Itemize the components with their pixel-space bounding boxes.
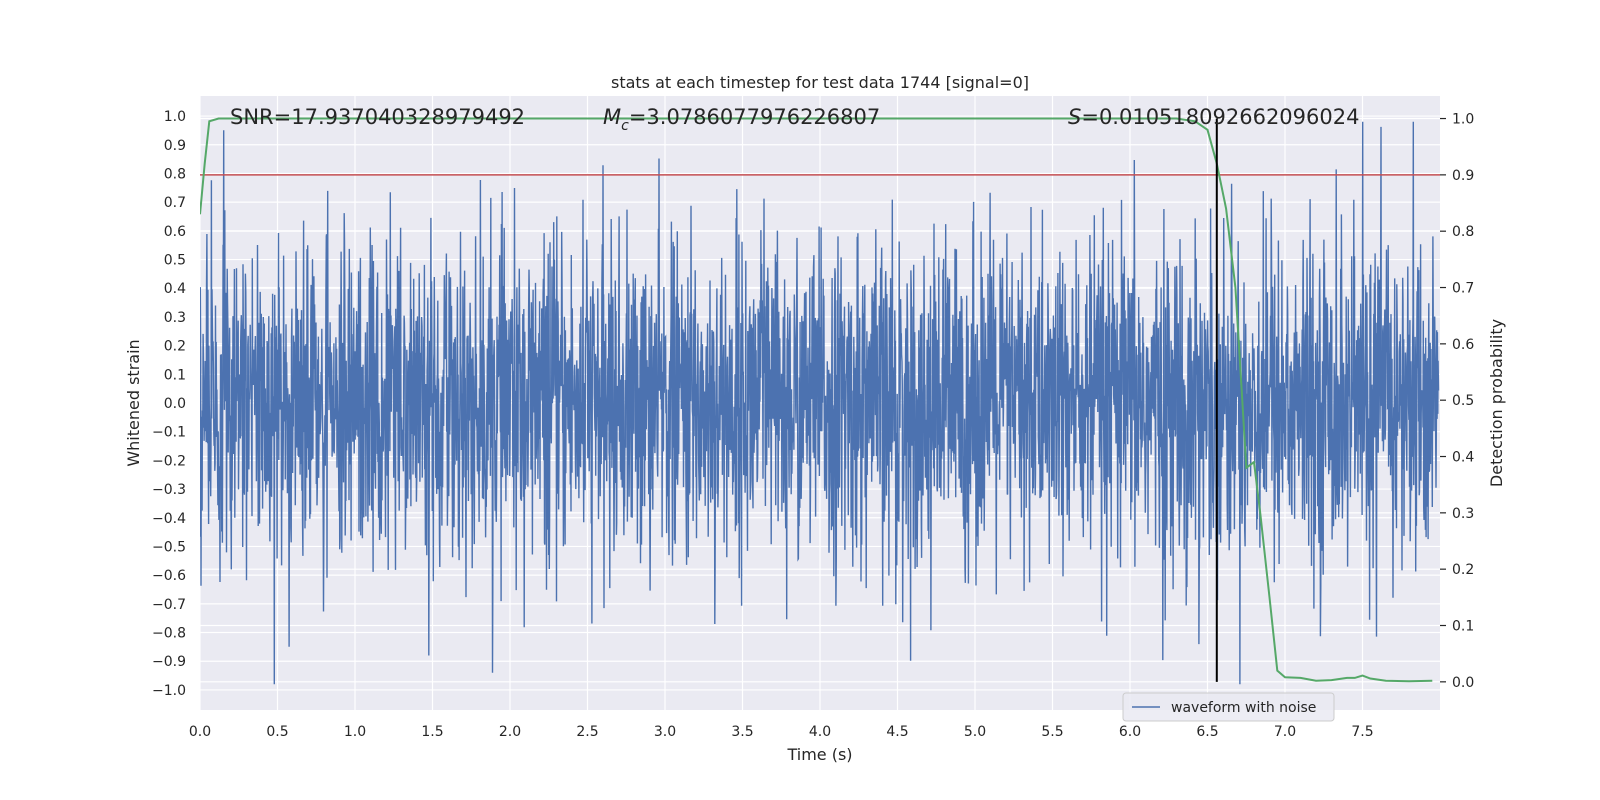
x-tick-labels: 0.0 0.5 1.0 1.5 2.0 2.5 3.0 3.5 4.0 4.5 5.0 5.5 6.0 6… xyxy=(189,724,1374,740)
y-right-tick-label: 0.5 xyxy=(1452,393,1474,409)
y-left-tick-label: 0.6 xyxy=(164,224,186,240)
y-right-tick-label: 0.6 xyxy=(1452,337,1474,353)
x-tick-label: 7.0 xyxy=(1274,724,1296,740)
y-left-tick-label: −0.2 xyxy=(152,453,186,469)
x-tick-label: 7.5 xyxy=(1351,724,1373,740)
y-left-tick-label: 0.9 xyxy=(164,138,186,154)
y-left-tick-label: −0.1 xyxy=(152,425,186,441)
y-left-tick-label: −0.4 xyxy=(152,511,186,527)
y-left-tick-label: 0.2 xyxy=(164,339,186,355)
x-tick-label: 2.5 xyxy=(576,724,598,740)
x-tick-label: 3.0 xyxy=(654,724,676,740)
y-right-tick-labels: 1.0 0.9 0.8 0.7 0.6 0.5 0.4 0.3 0.2 0.1 0.0 xyxy=(1440,112,1474,691)
x-tick-label: 4.5 xyxy=(886,724,908,740)
y-right-tick-label: 0.2 xyxy=(1452,562,1474,578)
y-left-tick-label: 0.4 xyxy=(164,281,186,297)
y-left-tick-label: 0.0 xyxy=(164,396,186,412)
x-tick-label: 2.0 xyxy=(499,724,521,740)
x-tick-label: 1.5 xyxy=(421,724,443,740)
y-left-tick-label: −0.8 xyxy=(152,626,186,642)
y-right-tick-label: 0.4 xyxy=(1452,450,1474,466)
x-tick-label: 5.0 xyxy=(964,724,986,740)
x-tick-label: 4.0 xyxy=(809,724,831,740)
y-left-tick-label: −0.5 xyxy=(152,539,186,555)
y-left-tick-label: 0.3 xyxy=(164,310,186,326)
x-tick-label: 5.5 xyxy=(1041,724,1063,740)
y-right-tick-label: 0.9 xyxy=(1452,168,1474,184)
y-right-tick-label: 1.0 xyxy=(1452,112,1474,128)
y-axis-label-left: Whitened strain xyxy=(124,339,143,466)
y-axis-label-right: Detection probability xyxy=(1487,319,1506,487)
x-tick-label: 6.0 xyxy=(1119,724,1141,740)
x-tick-label: 1.0 xyxy=(344,724,366,740)
x-tick-label: 6.5 xyxy=(1196,724,1218,740)
detection-probability-series xyxy=(200,117,1433,683)
y-left-tick-label: 0.5 xyxy=(164,253,186,269)
y-left-tick-label: 0.8 xyxy=(164,166,186,182)
y-right-tick-label: 0.0 xyxy=(1452,675,1474,691)
y-left-tick-label: 0.1 xyxy=(164,367,186,383)
snr-annotation: SNR=17.937040328979492 xyxy=(230,105,525,129)
x-tick-label: 3.5 xyxy=(731,724,753,740)
y-right-tick-label: 0.1 xyxy=(1452,619,1474,635)
y-left-tick-label: −0.3 xyxy=(152,482,186,498)
y-left-tick-label: −1.0 xyxy=(152,683,186,699)
x-axis-label: Time (s) xyxy=(786,745,852,764)
y-right-tick-label: 0.8 xyxy=(1452,224,1474,240)
y-left-tick-label: 1.0 xyxy=(164,109,186,125)
waveform-series xyxy=(200,121,1440,685)
y-left-tick-labels: 1.0 0.9 0.8 0.7 0.6 0.5 0.4 0.3 0.2 0.1 0.0 −0.1 −0.… xyxy=(152,109,186,699)
y-left-tick-label: −0.6 xyxy=(152,568,186,584)
y-left-tick-label: −0.7 xyxy=(152,597,186,613)
y-left-tick-label: 0.7 xyxy=(164,195,186,211)
s-annotation: S=0.010518092662096024 xyxy=(1068,105,1359,129)
chirp-mass-annotation: Mc=3.0786077976226807 xyxy=(603,105,880,134)
legend-box xyxy=(1122,692,1335,722)
y-right-tick-label: 0.3 xyxy=(1452,506,1474,522)
y-right-tick-label: 0.7 xyxy=(1452,281,1474,297)
legend-label: waveform with noise xyxy=(1171,700,1316,716)
legend: waveform with noise xyxy=(1122,692,1335,722)
x-tick-label: 0.5 xyxy=(266,724,288,740)
y-left-tick-label: −0.9 xyxy=(152,654,186,670)
chart-title: stats at each timestep for test data 174… xyxy=(611,73,1029,92)
x-tick-label: 0.0 xyxy=(189,724,211,740)
